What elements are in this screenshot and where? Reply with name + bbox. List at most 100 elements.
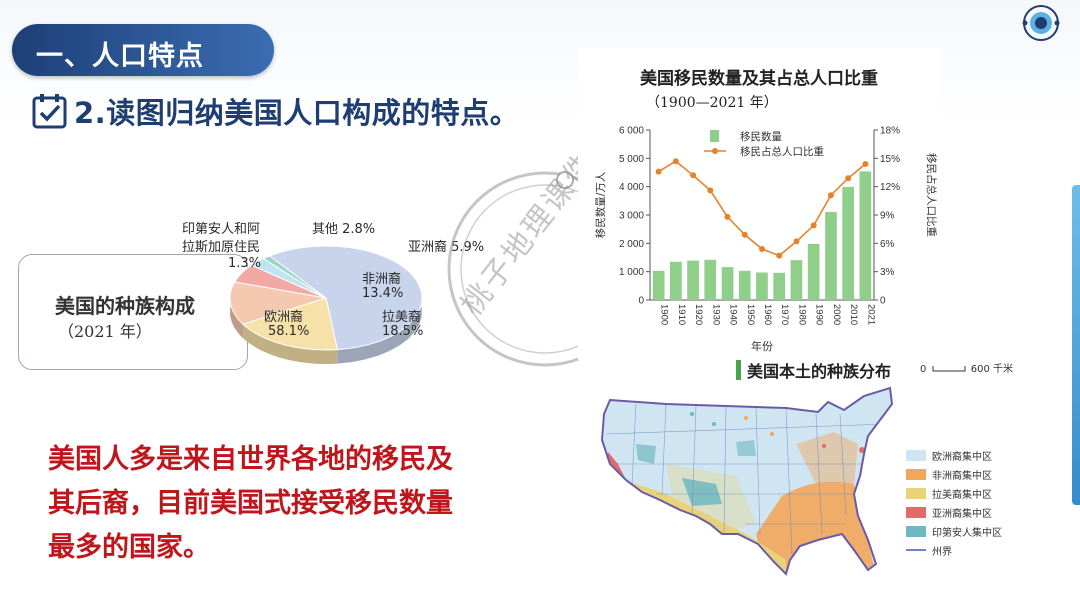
y-tick-label-right: 12% xyxy=(880,182,900,193)
legend-item: 印第安人集中区 xyxy=(906,522,1002,540)
legend-label: 印第安人集中区 xyxy=(932,527,1002,539)
bar xyxy=(687,260,699,300)
section-heading: 一、人口特点 xyxy=(12,24,274,76)
x-tick-label: 2010 xyxy=(848,304,859,325)
legend-item: 非洲裔集中区 xyxy=(906,465,1002,483)
share-point xyxy=(672,158,679,165)
conclusion-text: 美国人多是来自世界各地的移民及 其后裔，目前美国式接受移民数量 最多的国家。 xyxy=(48,438,548,570)
bar xyxy=(825,211,837,300)
share-point xyxy=(655,168,662,175)
x-tick-label: 1970 xyxy=(779,304,790,325)
pie-card xyxy=(18,254,248,370)
y-tick-label-right: 18% xyxy=(880,126,900,137)
y-tick-label-right: 9% xyxy=(880,211,895,222)
pie-title: 美国的种族构成 xyxy=(55,294,195,318)
legend-label: 拉美裔集中区 xyxy=(932,489,992,501)
x-tick-label: 1900 xyxy=(659,304,670,325)
scale-bar xyxy=(932,366,966,372)
bar xyxy=(790,260,803,300)
pie-label-other: 其他 2.8% xyxy=(312,222,376,237)
legend-label: 亚洲裔集中区 xyxy=(932,508,992,520)
x-tick-label: 2000 xyxy=(831,304,842,325)
y-tick-label-left: 0 xyxy=(638,296,644,307)
legend-label: 州界 xyxy=(932,546,952,558)
immigration-chart-card xyxy=(578,48,940,360)
legend-item: 欧洲裔集中区 xyxy=(906,446,1002,464)
calendar-check-icon xyxy=(32,94,67,129)
immigration-chart: 0 1 000 2 000 3 000 4 000 5 000 6 000 0 3% 6% 9% 12… xyxy=(594,126,937,354)
legend-swatch xyxy=(906,487,926,499)
x-tick-label: 1940 xyxy=(728,304,739,325)
pie-label-latino: 拉美裔 xyxy=(382,310,422,325)
legend-label-bars: 移民数量 xyxy=(740,130,782,143)
pie-label-european: 欧洲裔 xyxy=(264,310,304,325)
conclusion-line: 美国人多是来自世界各地的移民及 xyxy=(48,444,453,475)
bar xyxy=(859,171,872,300)
pie-value-african: 13.4% xyxy=(362,286,404,301)
legend-item: 州界 xyxy=(906,541,1002,559)
share-point xyxy=(759,246,765,252)
bar xyxy=(738,270,751,300)
share-point xyxy=(810,222,817,229)
bar xyxy=(704,259,717,300)
legend-label: 欧洲裔集中区 xyxy=(932,451,992,463)
bar xyxy=(756,272,768,300)
y-axis-label-left: 移民数量/万人 xyxy=(594,171,607,238)
scale-label: 600 千米 xyxy=(970,364,1014,375)
chart-title: 美国移民数量及其占总人口比重 xyxy=(640,69,878,89)
scale-zero: 0 xyxy=(920,364,927,375)
legend-swatch xyxy=(906,549,926,551)
share-point xyxy=(690,172,697,179)
pie-slice xyxy=(229,281,327,325)
bar xyxy=(721,267,734,300)
share-point xyxy=(862,161,869,167)
x-tick-label: 1960 xyxy=(762,304,773,325)
x-tick-label: 1990 xyxy=(814,304,825,325)
legend-item: 亚洲裔集中区 xyxy=(906,503,1002,521)
y-tick-label-left: 3 000 xyxy=(619,211,644,222)
y-axis-label-right: 移民占总人口比重 xyxy=(925,153,937,237)
y-tick-label-right: 0 xyxy=(880,296,886,307)
pie-slice xyxy=(268,245,423,351)
x-tick-label: 1980 xyxy=(797,304,808,325)
y-tick-label-right: 3% xyxy=(880,267,895,278)
pie-label-african: 非洲裔 xyxy=(362,272,402,287)
share-point xyxy=(776,252,783,259)
legend-marker-line xyxy=(712,148,718,154)
map-title: 美国本土的种族分布 xyxy=(747,362,892,381)
pie-slice-side xyxy=(243,324,338,364)
legend-item: 拉美裔集中区 xyxy=(906,484,1002,502)
pie-label-indian-value: 1.3% xyxy=(228,256,262,271)
bar xyxy=(842,186,854,300)
map-title-bar xyxy=(736,360,741,380)
legend-label: 非洲裔集中区 xyxy=(932,470,992,482)
share-point xyxy=(827,192,834,199)
x-tick-label: 1950 xyxy=(745,304,756,325)
pie-slice xyxy=(262,255,327,299)
legend-swatch-bars xyxy=(710,130,719,142)
x-tick-label: 1930 xyxy=(710,304,721,325)
conclusion-line: 其后裔，目前美国式接受移民数量 xyxy=(48,488,453,519)
legend-swatch xyxy=(906,525,926,537)
conclusion-line: 最多的国家。 xyxy=(48,532,210,563)
pie-slice xyxy=(242,297,339,351)
share-point xyxy=(707,187,714,194)
y-tick-label-left: 5 000 xyxy=(619,154,644,165)
share-point xyxy=(724,213,731,220)
bar xyxy=(773,272,786,300)
share-point xyxy=(793,238,800,245)
legend-swatch xyxy=(906,449,926,461)
section-heading-text: 一、人口特点 xyxy=(36,41,204,72)
pie-value-latino: 18.5% xyxy=(382,324,424,339)
legend-label-line: 移民占总人口比重 xyxy=(740,145,824,158)
task-title: 2.读图归纳美国人口构成的特点。 xyxy=(74,96,520,130)
chart-subtitle: （1900—2021 年） xyxy=(646,95,778,111)
x-tick-label: 2021 xyxy=(865,304,876,325)
pie-label-indian-line2: 拉斯加原住民 xyxy=(182,240,261,255)
pie-label-asian: 亚洲裔 5.9% xyxy=(408,240,485,255)
y-tick-label-left: 1 000 xyxy=(619,267,644,278)
bar xyxy=(652,270,665,300)
map-legend: 欧洲裔集中区 非洲裔集中区 拉美裔集中区 亚洲裔集中区 印第安人集中区 州界 xyxy=(906,446,1002,560)
right-accent-strip xyxy=(1072,185,1080,505)
map-scale: 0 600 千米 xyxy=(920,360,1013,375)
